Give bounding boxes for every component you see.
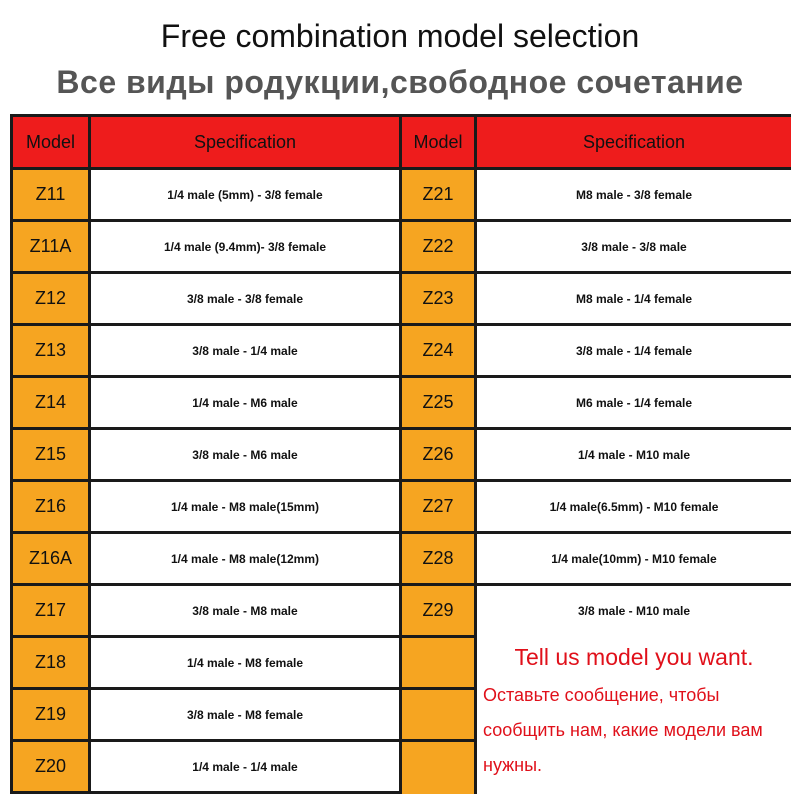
spec-cell: 1/4 male - M8 male(12mm) <box>91 534 399 583</box>
title-english: Free combination model selection <box>160 18 640 54</box>
spec-cell: 1/4 male - M8 female <box>91 638 399 687</box>
custom-request-note: Tell us model you want. Оставьте сообщен… <box>477 634 791 794</box>
model-cell: Z11A <box>13 222 88 271</box>
spec-cell: M8 male - 3/8 female <box>477 170 791 219</box>
spec-cell: 1/4 male - 1/4 male <box>91 742 399 791</box>
spec-cell: 1/4 male (9.4mm)- 3/8 female <box>91 222 399 271</box>
model-cell-empty <box>402 742 474 794</box>
spec-cell: 3/8 male - 1/4 male <box>91 326 399 375</box>
model-cell: Z19 <box>13 690 88 739</box>
model-cell: Z14 <box>13 378 88 427</box>
model-cell: Z27 <box>402 482 474 531</box>
spec-cell: 1/4 male(10mm) - M10 female <box>477 534 791 583</box>
header-specification-left: Specification <box>91 117 399 167</box>
spec-cell: 3/8 male - 1/4 female <box>477 326 791 375</box>
model-cell-empty <box>402 638 474 687</box>
header-specification-right: Specification <box>477 117 791 167</box>
model-cell: Z23 <box>402 274 474 323</box>
spec-cell: 1/4 male(6.5mm) - M10 female <box>477 482 791 531</box>
model-cell: Z29 <box>402 586 474 635</box>
model-cell: Z26 <box>402 430 474 479</box>
spec-cell: M6 male - 1/4 female <box>477 378 791 427</box>
spec-cell: 3/8 male - 3/8 female <box>91 274 399 323</box>
spec-cell: 3/8 male - M10 male <box>477 586 791 635</box>
note-title: Tell us model you want. <box>514 644 754 670</box>
spec-cell: 1/4 male - M6 male <box>91 378 399 427</box>
model-cell: Z15 <box>13 430 88 479</box>
spec-cell: 1/4 male (5mm) - 3/8 female <box>91 170 399 219</box>
model-cell: Z16 <box>13 482 88 531</box>
model-cell: Z28 <box>402 534 474 583</box>
model-cell-empty <box>402 690 474 739</box>
model-cell: Z16A <box>13 534 88 583</box>
header-model-right: Model <box>402 117 474 167</box>
header-model-left: Model <box>13 117 88 167</box>
model-cell: Z12 <box>13 274 88 323</box>
spec-cell: M8 male - 1/4 female <box>477 274 791 323</box>
model-cell: Z13 <box>13 326 88 375</box>
model-cell: Z25 <box>402 378 474 427</box>
spec-cell: 1/4 male - M8 male(15mm) <box>91 482 399 531</box>
model-cell: Z18 <box>13 638 88 687</box>
spec-cell: 3/8 male - 3/8 male <box>477 222 791 271</box>
model-cell: Z20 <box>13 742 88 791</box>
spec-cell: 1/4 male - M10 male <box>477 430 791 479</box>
model-cell: Z17 <box>13 586 88 635</box>
model-cell: Z21 <box>402 170 474 219</box>
spec-cell: 3/8 male - M6 male <box>91 430 399 479</box>
spec-cell: 3/8 male - M8 male <box>91 586 399 635</box>
model-cell: Z22 <box>402 222 474 271</box>
note-body: Оставьте сообщение, чтобы сообщить нам, … <box>483 685 763 775</box>
title-russian: Все виды родукции,свободное сочетание <box>56 64 744 100</box>
model-cell: Z11 <box>13 170 88 219</box>
model-cell: Z24 <box>402 326 474 375</box>
spec-cell: 3/8 male - M8 female <box>91 690 399 739</box>
